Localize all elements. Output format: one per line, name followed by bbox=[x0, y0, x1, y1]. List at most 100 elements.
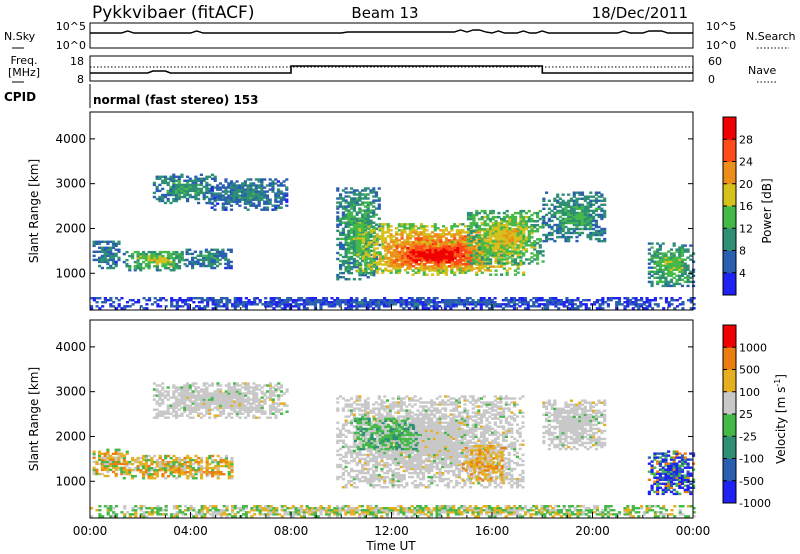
heatmap-cell bbox=[562, 301, 566, 304]
heatmap-cell bbox=[324, 301, 329, 304]
heatmap-cell bbox=[554, 299, 558, 302]
heatmap-cell bbox=[389, 269, 393, 272]
heatmap-cell bbox=[144, 460, 148, 464]
heatmap-cell bbox=[133, 460, 137, 464]
heatmap-cell bbox=[199, 189, 203, 193]
heatmap-cell bbox=[276, 194, 281, 197]
heatmap-cell bbox=[227, 466, 231, 470]
heatmap-cell bbox=[366, 205, 370, 208]
heatmap-cell bbox=[527, 262, 531, 265]
heatmap-cell bbox=[592, 219, 596, 223]
heatmap-cell bbox=[189, 466, 193, 470]
heatmap-cell bbox=[197, 466, 201, 470]
heatmap-cell bbox=[485, 301, 489, 304]
heatmap-cell bbox=[180, 187, 184, 191]
heatmap-cell bbox=[589, 201, 593, 205]
heatmap-cell bbox=[386, 227, 390, 230]
heatmap-cell bbox=[311, 297, 315, 300]
heatmap-cell bbox=[466, 240, 471, 243]
heatmap-cell bbox=[444, 229, 448, 232]
heatmap-cell bbox=[366, 245, 370, 249]
heatmap-cell bbox=[538, 226, 542, 229]
colorbar-segment bbox=[723, 161, 736, 185]
heatmap-cell bbox=[664, 256, 668, 259]
heatmap-cell bbox=[363, 263, 368, 267]
heatmap-cell bbox=[163, 396, 168, 399]
heatmap-cell bbox=[347, 303, 351, 306]
heatmap-cell bbox=[434, 248, 438, 252]
heatmap-cell bbox=[667, 264, 671, 267]
heatmap-cell bbox=[356, 255, 360, 258]
heatmap-cell bbox=[372, 251, 377, 254]
heatmap-cell bbox=[536, 254, 540, 257]
heatmap-cell bbox=[586, 221, 590, 225]
heatmap-cell bbox=[231, 303, 235, 306]
heatmap-cell bbox=[339, 247, 343, 251]
heatmap-cell bbox=[456, 252, 460, 256]
heatmap-cell bbox=[255, 303, 259, 306]
heatmap-cell bbox=[445, 256, 449, 260]
heatmap-cell bbox=[166, 256, 171, 260]
heatmap-cell bbox=[200, 477, 204, 480]
heatmap-cell bbox=[678, 278, 682, 282]
heatmap-cell bbox=[475, 244, 479, 248]
heatmap-cell bbox=[186, 179, 190, 183]
heatmap-cell bbox=[686, 284, 690, 288]
heatmap-cell bbox=[366, 261, 370, 265]
heatmap-cell bbox=[377, 197, 381, 200]
heatmap-cell bbox=[336, 237, 340, 241]
heatmap-cell bbox=[672, 284, 676, 288]
heatmap-cell bbox=[277, 297, 282, 300]
heatmap-cell bbox=[561, 199, 565, 203]
heatmap-cell bbox=[422, 235, 426, 238]
heatmap-cell bbox=[457, 301, 461, 304]
heatmap-cell bbox=[180, 414, 184, 417]
heatmap-cell bbox=[513, 230, 518, 233]
heatmap-cell bbox=[477, 257, 482, 260]
heatmap-cell bbox=[183, 179, 187, 183]
heatmap-cell bbox=[257, 180, 261, 183]
heatmap-cell bbox=[136, 460, 140, 464]
heatmap-cell bbox=[122, 477, 126, 480]
heatmap-cell bbox=[569, 211, 574, 215]
heatmap-cell bbox=[420, 240, 424, 244]
heatmap-cell bbox=[661, 274, 665, 278]
heatmap-cell bbox=[450, 271, 454, 274]
heatmap-cell bbox=[366, 213, 370, 216]
heatmap-cell bbox=[263, 208, 267, 211]
heatmap-cell bbox=[111, 266, 116, 270]
heatmap-cell bbox=[249, 192, 253, 195]
heatmap-cell bbox=[468, 303, 472, 306]
heatmap-cell bbox=[656, 276, 660, 280]
heatmap-cell bbox=[352, 263, 356, 267]
heatmap-cell bbox=[647, 258, 651, 261]
heatmap-cell bbox=[361, 223, 365, 226]
heatmap-cell bbox=[519, 209, 523, 213]
heatmap-cell bbox=[194, 181, 198, 185]
heatmap-cell bbox=[661, 252, 665, 255]
heatmap-cell bbox=[680, 270, 685, 274]
heatmap-cell bbox=[366, 276, 370, 279]
heatmap-cell bbox=[569, 213, 574, 217]
heatmap-cell bbox=[439, 263, 443, 266]
heatmap-cell bbox=[136, 456, 140, 460]
heatmap-cell bbox=[195, 305, 199, 308]
heatmap-cell bbox=[450, 246, 454, 250]
heatmap-cell bbox=[114, 260, 118, 264]
heatmap-cell bbox=[199, 252, 203, 256]
heatmap-cell bbox=[480, 271, 484, 274]
heatmap-cell bbox=[594, 209, 598, 213]
heatmap-cell bbox=[183, 471, 187, 474]
heatmap-cell bbox=[155, 388, 159, 391]
heatmap-cell bbox=[478, 242, 482, 246]
heatmap-cell bbox=[508, 242, 512, 245]
heatmap-cell bbox=[339, 197, 343, 200]
heatmap-cell bbox=[180, 252, 184, 256]
heatmap-cell bbox=[125, 471, 129, 474]
heatmap-cell bbox=[653, 299, 657, 302]
heatmap-cell bbox=[131, 252, 135, 256]
heatmap-cell bbox=[524, 242, 529, 245]
heatmap-cell bbox=[683, 272, 687, 276]
heatmap-cell bbox=[383, 301, 387, 304]
heatmap-cell bbox=[169, 468, 173, 472]
